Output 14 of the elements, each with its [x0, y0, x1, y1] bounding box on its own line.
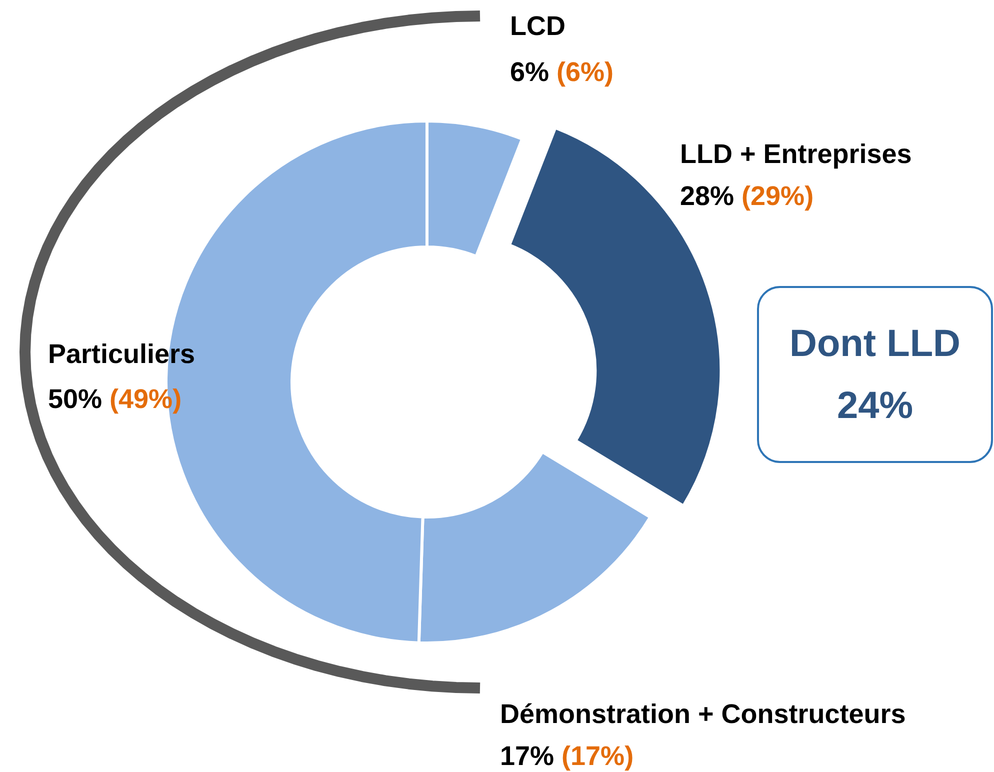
slice-label: Démonstration + Constructeurs: [500, 699, 906, 729]
text: Dont LLD: [790, 323, 960, 365]
text: (29%): [742, 181, 814, 211]
data-label: 17%: [500, 741, 554, 771]
text: 24%: [836, 385, 914, 427]
slice-label: Particuliers: [48, 339, 196, 369]
data-label: 50%: [48, 384, 102, 414]
data-label: 28%: [680, 181, 734, 211]
text: (49%): [110, 384, 182, 414]
slice-label: LCD: [510, 11, 566, 41]
slice-label: LLD + Entreprises: [680, 139, 912, 169]
text: (17%): [562, 741, 634, 771]
text: (6%): [556, 57, 614, 87]
data-label: 6%: [510, 57, 550, 87]
